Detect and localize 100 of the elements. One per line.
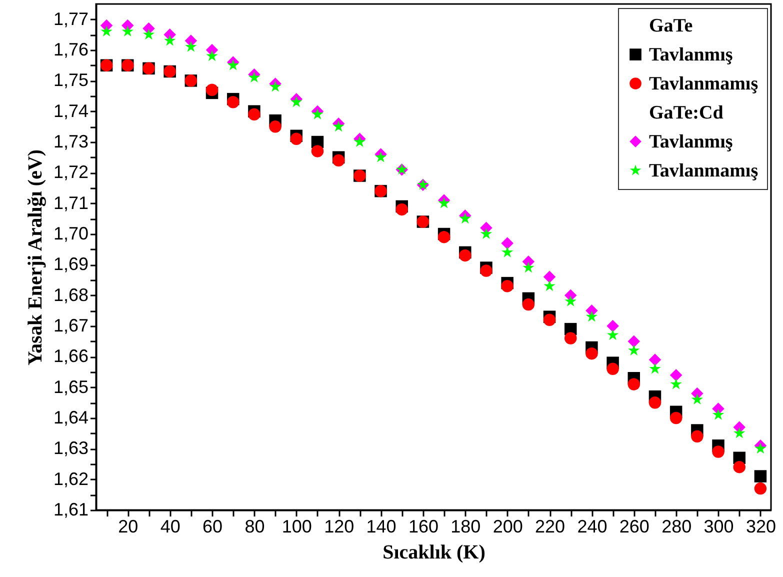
point <box>185 40 197 52</box>
point <box>459 212 471 224</box>
point <box>543 270 556 284</box>
point <box>311 145 324 158</box>
y-tick-label: 1,61 <box>53 500 88 520</box>
point <box>628 344 640 356</box>
point <box>712 446 724 458</box>
point <box>501 280 514 292</box>
y-tick-label: 1,65 <box>53 376 88 397</box>
point <box>543 314 556 326</box>
point <box>522 298 535 311</box>
point <box>670 378 682 390</box>
point <box>606 362 619 376</box>
x-tick-label: 100 <box>282 516 312 536</box>
point <box>269 80 282 92</box>
point <box>248 108 260 121</box>
point <box>290 132 303 146</box>
point <box>522 262 534 273</box>
x-tick-label: 280 <box>662 516 692 536</box>
x-tick-label: 40 <box>160 516 180 536</box>
legend-label: Tavlanmamış <box>649 160 758 182</box>
y-tick-label: 1,72 <box>53 162 88 182</box>
point <box>564 332 577 344</box>
x-tick-label: 260 <box>619 516 650 536</box>
point <box>606 329 619 340</box>
point <box>628 378 640 390</box>
x-tick-label: 200 <box>492 516 523 536</box>
y-tick-label: 1,67 <box>53 316 88 336</box>
point <box>502 246 514 258</box>
point <box>733 460 746 474</box>
point <box>648 354 662 366</box>
point <box>670 412 682 424</box>
point <box>269 120 282 133</box>
point <box>544 280 556 292</box>
point <box>734 427 746 438</box>
x-tick-label: 120 <box>324 516 354 536</box>
legend-label: Tavlanmamış <box>649 74 758 94</box>
point <box>396 203 408 216</box>
point <box>332 120 344 132</box>
x-tick-label: 240 <box>577 516 608 536</box>
y-tick-label: 1,63 <box>53 438 88 458</box>
y-tick-label: 1,64 <box>53 408 88 428</box>
y-tick-label: 1,77 <box>53 8 88 29</box>
point <box>691 393 703 405</box>
point <box>164 34 176 46</box>
x-tick-label: 220 <box>534 516 566 536</box>
point <box>206 84 218 96</box>
y-tick-label: 1,73 <box>53 132 88 152</box>
y-tick-label: 1,62 <box>53 468 88 489</box>
point <box>670 368 682 382</box>
point <box>754 442 766 454</box>
point <box>480 228 492 239</box>
point <box>754 470 767 482</box>
x-axis-title: Sıcaklık (K) <box>382 542 486 564</box>
point <box>606 320 619 332</box>
point <box>100 25 112 37</box>
y-tick-label: 1,74 <box>53 100 88 121</box>
x-tick-label: 180 <box>450 516 481 536</box>
y-tick-label: 1,70 <box>53 224 88 244</box>
point <box>586 347 598 360</box>
point <box>226 96 240 108</box>
point <box>459 249 472 262</box>
point <box>312 108 324 120</box>
x-tick-label: 20 <box>118 516 138 536</box>
point <box>649 362 661 374</box>
legend-label: Tavlanmış <box>649 132 733 152</box>
point <box>206 50 218 62</box>
y-tick-label: 1,71 <box>53 192 88 213</box>
point <box>564 295 576 306</box>
y-tick-label: 1,75 <box>53 70 88 90</box>
point <box>142 28 155 40</box>
y-tick-label: 1,68 <box>53 284 88 305</box>
point <box>712 408 724 420</box>
point <box>122 25 134 37</box>
point <box>754 482 767 495</box>
point <box>691 430 704 443</box>
point <box>648 396 662 409</box>
annotation: GaTe:Cd <box>649 102 724 124</box>
x-tick-label: 300 <box>704 516 734 536</box>
y-tick-label: 1,69 <box>53 254 88 274</box>
x-tick-label: 160 <box>408 516 438 536</box>
legend-label: Tavlanmış <box>649 44 733 66</box>
point <box>248 71 260 83</box>
x-tick-label: 60 <box>202 516 223 536</box>
x-tick-label: 320 <box>746 516 776 536</box>
point <box>354 136 366 147</box>
point <box>586 310 598 322</box>
y-axis-title: Yasak Enerji Aralığı (eV) <box>24 149 46 366</box>
point <box>480 264 492 277</box>
point <box>374 151 387 162</box>
y-tick-label: 1,66 <box>53 346 88 366</box>
point <box>438 230 450 244</box>
point <box>290 96 302 108</box>
annotation: GaTe <box>649 16 693 36</box>
x-tick-label: 140 <box>366 516 396 536</box>
point <box>628 335 640 348</box>
point <box>501 237 514 250</box>
point <box>332 154 345 167</box>
y-tick-label: 1,76 <box>53 40 88 60</box>
point <box>227 59 239 70</box>
